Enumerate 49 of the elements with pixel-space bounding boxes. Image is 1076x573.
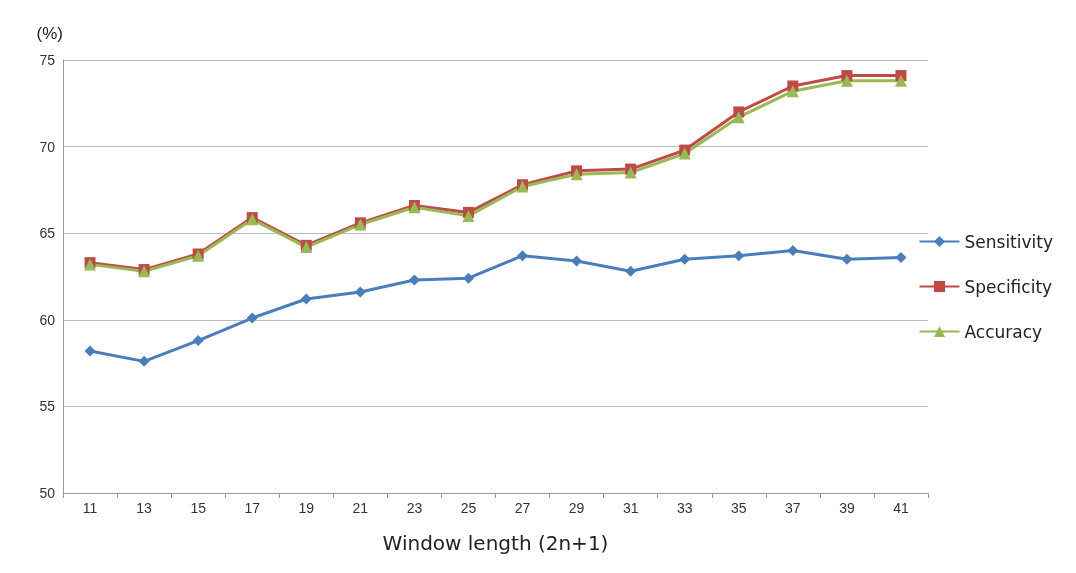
point [462,209,475,222]
legend-label: Specificity [964,276,1053,297]
point [678,147,691,160]
point [84,345,96,357]
point [192,335,204,347]
point [679,253,691,265]
y-tick-label: 65 [39,225,56,242]
point [894,74,907,87]
point [408,274,420,286]
y-axis-title: (%) [36,24,63,43]
point [571,255,583,267]
x-tick-label: 33 [676,500,693,516]
point [300,293,312,305]
x-tick-label: 41 [893,500,909,516]
x-tick-label: 13 [136,500,153,516]
legend-label: Accuracy [964,321,1043,342]
y-tick-label: 55 [39,398,56,415]
point [354,286,366,298]
y-tick-label: 50 [39,485,56,501]
point [246,312,258,324]
y-tick-label: 75 [39,52,56,68]
point [840,74,853,87]
y-tick-label: 60 [39,311,56,328]
x-tick-label: 31 [622,500,639,516]
x-tick-label: 23 [406,500,423,516]
x-tick-label: 37 [785,500,801,516]
x-tick-label: 21 [352,500,369,516]
x-tick-label: 27 [514,500,531,516]
point [570,168,583,181]
x-tick-label: 11 [82,500,98,516]
point [138,355,150,367]
x-tick-label: 29 [568,500,585,516]
point [787,245,799,257]
x-tick-label: 39 [839,500,855,516]
point [625,265,637,277]
x-tick-label: 35 [730,500,747,516]
x-tick-label: 17 [244,500,261,516]
legend-label: Sensitivity [964,231,1054,252]
y-tick-label: 70 [39,138,56,155]
point [841,253,853,265]
point [624,166,637,179]
point [732,111,745,124]
x-axis-title: Window length (2n+1) [382,531,609,555]
x-tick-label: 19 [298,500,315,516]
x-tick-label: 15 [190,500,207,516]
point [733,250,745,262]
point [786,85,799,98]
x-tick-label: 25 [460,500,477,516]
point [895,251,907,263]
